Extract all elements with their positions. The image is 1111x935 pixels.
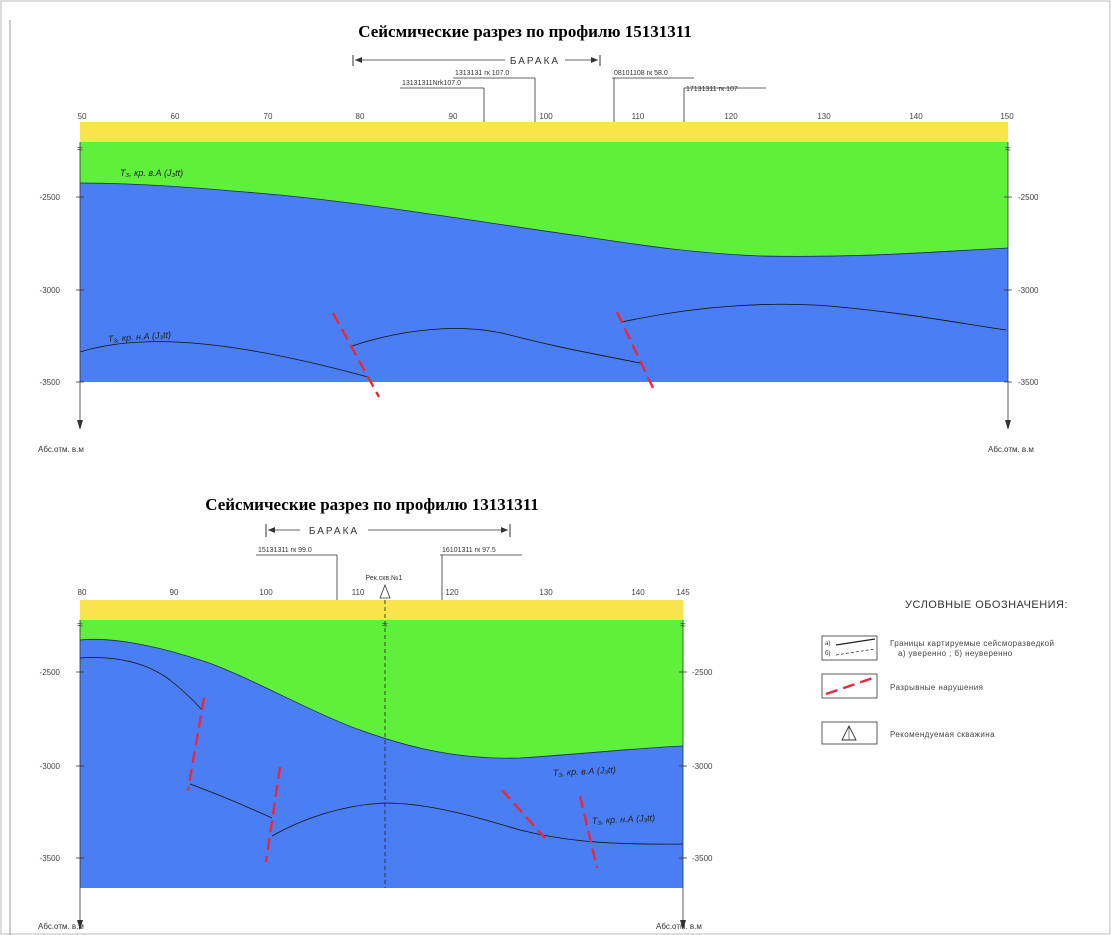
section-2-right-axis-label: Абс.отм. в.м (656, 922, 702, 931)
section-1-left-axis-label: Абс.отм. в.м (38, 445, 84, 454)
x-tick-label: 140 (909, 112, 923, 121)
depth-tick-label: -2500 (1018, 193, 1039, 202)
section-1-lower-horizon (79, 341, 369, 378)
section-1-wells: 13131311Nrk107.0 1313131 гк 107.0 081011… (400, 70, 766, 122)
svg-text:≈: ≈ (680, 620, 686, 631)
section-2: Сейсмические разрез по профилю 13131311 … (38, 495, 713, 931)
x-tick-label: 120 (724, 112, 738, 121)
svg-text:≈: ≈ (1005, 144, 1011, 155)
well-label: 1313131 гк 107.0 (455, 70, 509, 77)
x-tick-label: 110 (632, 112, 645, 121)
fault-line (578, 795, 599, 869)
legend-title: УСЛОВНЫЕ ОБОЗНАЧЕНИЯ: (905, 599, 1068, 611)
section-2-lower-horizon-label: Т₃, кр. н.А (J₃tt) (592, 813, 656, 826)
section-2-upper-horizon (79, 638, 684, 759)
x-tick-label: 140 (631, 588, 645, 597)
section-2-lower-horizon (189, 783, 273, 819)
x-tick-label: 100 (539, 112, 553, 121)
x-tick-label: 100 (259, 588, 273, 597)
x-tick-label: 90 (170, 588, 179, 597)
section-1-lower-layer (80, 183, 1008, 382)
depth-tick-label: -3500 (40, 854, 61, 863)
well-label: 13131311Nrk107.0 (402, 80, 461, 87)
section-1: Сейсмические разрез по профилю 15131311 … (38, 22, 1039, 454)
section-2-x-axis: 80 90 100 110 120 130 140 145 (78, 588, 691, 597)
fault-line (615, 311, 655, 389)
depth-tick-label: -3000 (692, 762, 713, 771)
section-1-lower-horizon (621, 303, 1007, 331)
section-2-baraka-label: БАРАКА (309, 526, 359, 537)
legend-key-b: б) (825, 651, 830, 657)
section-1-lower-horizon (351, 328, 641, 364)
fault-line (501, 789, 546, 839)
svg-text:≈: ≈ (382, 620, 388, 631)
svg-text:≈: ≈ (77, 620, 83, 631)
legend-item-label: Границы картируемые сейсморазведкой (890, 639, 1054, 648)
x-tick-label: 50 (78, 112, 87, 121)
section-2-lower-layer (80, 639, 683, 888)
x-tick-label: 150 (1000, 112, 1014, 121)
legend-item-sub: а) уверенно ; б) неуверенно (898, 649, 1013, 658)
section-1-upper-horizon (79, 182, 1009, 257)
x-tick-label: 80 (356, 112, 365, 121)
section-2-title: Сейсмические разрез по профилю 13131311 (205, 495, 539, 514)
section-2-left-axis-label: Абс.отм. в.м (38, 922, 84, 931)
well-label: 08101108 гк 58.0 (614, 70, 668, 77)
section-1-upper-horizon-label: Т₃, кр. в.А (J₃tt) (120, 168, 183, 178)
well-label: 16101311 гк 97.5 (442, 547, 496, 554)
well-label: 15131311 гк 99.0 (258, 547, 312, 554)
legend: УСЛОВНЫЕ ОБОЗНАЧЕНИЯ: а) б) Границы карт… (821, 599, 1068, 745)
x-tick-label: 60 (171, 112, 180, 121)
section-1-x-axis: 50 60 70 80 90 100 110 120 130 140 150 (78, 112, 1015, 121)
x-tick-label: 130 (539, 588, 553, 597)
depth-tick-label: -2500 (692, 668, 713, 677)
section-1-title: Сейсмические разрез по профилю 15131311 (358, 22, 692, 41)
section-1-baraka-bar: БАРАКА (352, 55, 601, 67)
section-2-top-band (80, 600, 683, 620)
x-tick-label: 120 (445, 588, 459, 597)
legend-key-a: а) (825, 641, 830, 647)
svg-text:≈: ≈ (77, 144, 83, 155)
depth-tick-label: -3500 (692, 854, 713, 863)
fault-line (331, 312, 381, 398)
x-tick-label: 145 (676, 588, 690, 597)
x-tick-label: 110 (352, 588, 365, 597)
depth-tick-label: -2500 (40, 668, 61, 677)
fault-line (186, 697, 206, 791)
legend-item-label: Рекомендуемая скважина (890, 730, 995, 739)
depth-tick-label: -2500 (40, 193, 61, 202)
section-1-top-band (80, 122, 1008, 142)
well-label: 17131311 гк 107 (686, 86, 738, 93)
section-2-upper-layer (80, 620, 683, 759)
fault-line (264, 766, 282, 863)
section-1-lower-horizon-label: Т₃, кр. н.А (J₃tt) (107, 330, 171, 344)
legend-well-swatch (821, 721, 878, 745)
section-1-baraka-label: БАРАКА (510, 56, 560, 67)
depth-tick-label: -3500 (1018, 378, 1039, 387)
x-tick-label: 130 (817, 112, 831, 121)
legend-item-label: Разрывные нарушения (890, 683, 983, 692)
section-2-upper-horizon-label: Т₃, кр. в.А (J₃tt) (553, 765, 617, 778)
recommended-well-label: Рек.скв.№1 (366, 575, 403, 582)
section-2-lower-horizon (79, 657, 203, 711)
depth-tick-label: -3500 (40, 378, 61, 387)
section-1-right-axis-label: Абс.отм. в.м (988, 445, 1034, 454)
section-2-baraka-bar: БАРАКА (265, 524, 511, 537)
depth-tick-label: -3000 (40, 762, 61, 771)
x-tick-label: 90 (449, 112, 458, 121)
depth-tick-label: -3000 (40, 286, 61, 295)
section-2-wells: 15131311 гк 99.0 16101311 гк 97.5 Рек.ск… (256, 547, 522, 600)
x-tick-label: 80 (78, 588, 87, 597)
depth-tick-label: -3000 (1018, 286, 1039, 295)
section-1-upper-layer (80, 142, 1008, 257)
x-tick-label: 70 (264, 112, 273, 121)
recommended-well-triangle-icon (379, 583, 391, 599)
